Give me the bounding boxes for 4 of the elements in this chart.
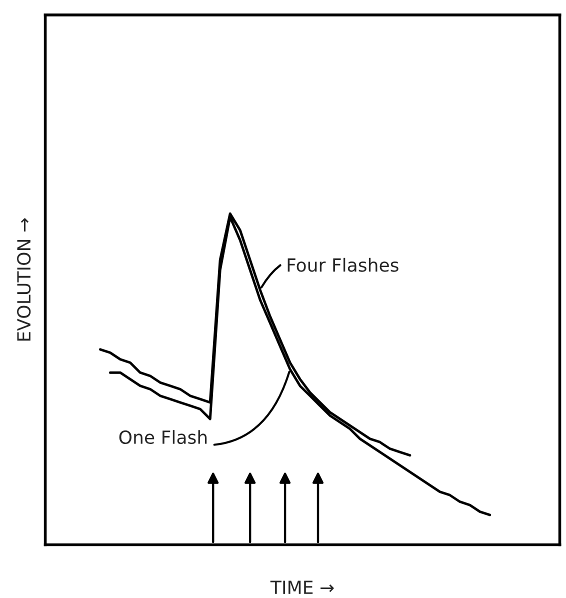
x-axis-title: TIME → [270,580,334,594]
series-label: One Flash [119,430,207,444]
y-axis-title: EVOLUTION → [17,218,31,341]
legend-label: Four Flashes [288,258,398,272]
